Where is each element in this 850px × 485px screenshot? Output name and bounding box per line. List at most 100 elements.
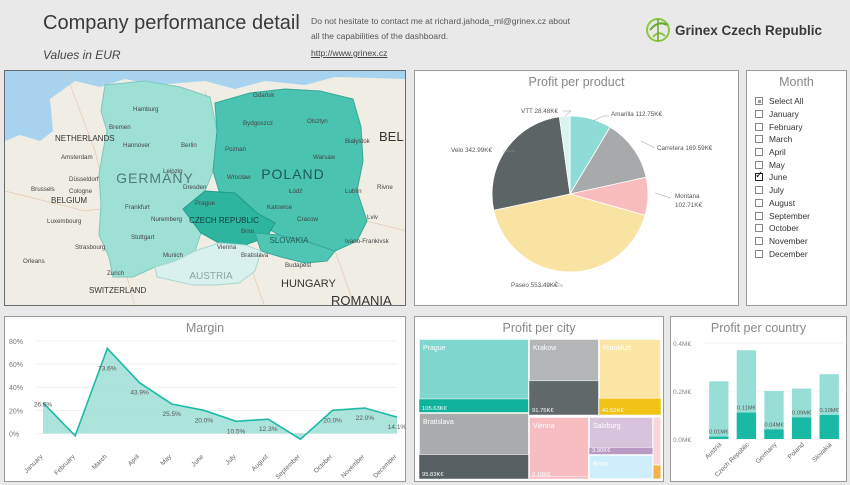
month-option[interactable]: July: [755, 184, 810, 197]
city-tile-value: 42.52K€: [602, 408, 624, 414]
website-link[interactable]: http://www.grinex.cz: [311, 48, 388, 58]
map-city: Łódź: [289, 188, 302, 195]
pie-slice[interactable]: [491, 116, 571, 211]
pie-label-montana-value: 102.71K€: [675, 202, 702, 209]
country-y-tick: 0.0M€: [673, 437, 691, 444]
country-bar-total[interactable]: [764, 391, 784, 439]
map-city: Stuttgart: [131, 234, 155, 241]
month-option[interactable]: March: [755, 133, 810, 146]
city-tile[interactable]: Bratislava 95.83K€: [418, 412, 530, 480]
country-bar-selected[interactable]: [764, 429, 784, 439]
map-city: Olsztyn: [307, 118, 328, 125]
slovakia-region[interactable]: [254, 232, 336, 264]
month-option[interactable]: April: [755, 146, 810, 159]
map-label-bel: BEL: [379, 129, 404, 144]
margin-x-tick: March: [91, 453, 109, 471]
month-option[interactable]: September: [755, 209, 810, 222]
country-bar-selected[interactable]: [791, 417, 812, 439]
city-tile-label: Krakow: [533, 345, 557, 352]
profit-per-city-chart[interactable]: Prague 105.63K€ Bratislava 95.83K€ Krakow 91.…: [415, 317, 664, 482]
month-checkbox[interactable]: [755, 110, 763, 119]
month-option[interactable]: November: [755, 235, 810, 248]
country-data-label: 0.09M€: [792, 410, 812, 416]
map-city: Frankfurt: [125, 204, 150, 211]
profit-per-country-panel[interactable]: Profit per country 0.4M€ 0.2M€ 0.0M€ 0.01M€…: [670, 316, 847, 482]
map-city: Zurich: [107, 270, 125, 277]
margin-x-tick: July: [224, 453, 238, 467]
city-tile-other[interactable]: [652, 464, 662, 480]
margin-x-tick: February: [53, 453, 77, 477]
city-tile-value: 95.83K€: [422, 472, 444, 478]
month-checkbox[interactable]: [755, 135, 763, 144]
map-city: Strasbourg: [75, 244, 106, 251]
europe-map[interactable]: GERMANY POLAND CZECH REPUBLIC SLOVAKIA A…: [5, 71, 406, 306]
country-x-tick: Germany: [755, 441, 779, 465]
city-tile[interactable]: Prague 105.63K€: [418, 338, 530, 414]
month-option[interactable]: October: [755, 222, 810, 235]
city-tile[interactable]: Frankfurt 42.52K€: [598, 338, 662, 416]
city-tile-label: Frankfurt: [603, 345, 631, 352]
city-tile[interactable]: Brno: [588, 454, 654, 480]
pie-slice[interactable]: [493, 193, 646, 273]
month-checkbox[interactable]: [755, 170, 763, 182]
country-data-label: 0.01M€: [709, 430, 729, 436]
austria-region[interactable]: [154, 242, 262, 286]
country-bar-total[interactable]: [709, 381, 729, 439]
page-subtitle: Values in EUR: [43, 48, 121, 62]
city-tile-fill: [418, 454, 530, 480]
city-tile-label: Brno: [593, 461, 608, 468]
margin-x-tick: January: [23, 453, 45, 475]
month-checkbox[interactable]: [755, 97, 763, 106]
margin-x-tick: November: [340, 453, 367, 480]
margin-chart[interactable]: 80%60%40%20%0%26.6%January February73.6%M…: [5, 317, 406, 482]
month-checkbox[interactable]: [755, 211, 763, 220]
country-bar-selected[interactable]: [819, 415, 839, 439]
map-city: Bremen: [109, 124, 131, 131]
map-city: Bydgoszcz: [243, 120, 273, 127]
month-option[interactable]: December: [755, 247, 810, 260]
month-checkbox[interactable]: [755, 186, 763, 195]
map-city: Düsseldorf: [69, 176, 99, 183]
month-option[interactable]: Select All: [755, 95, 810, 108]
map-label-poland: POLAND: [261, 166, 325, 182]
profit-per-product-chart[interactable]: Amarilla 112.75K€ Carretera 169.59K€ Mon…: [415, 71, 739, 306]
month-checkbox[interactable]: [755, 236, 763, 245]
margin-data-label: 20.0%: [195, 417, 214, 424]
month-checkbox[interactable]: [755, 122, 763, 131]
map-city: Poznań: [225, 146, 247, 153]
country-y-tick: 0.4M€: [673, 341, 691, 348]
city-tile[interactable]: Salzburg 3.90K€: [588, 416, 654, 456]
month-checkbox[interactable]: [755, 148, 763, 157]
city-tile[interactable]: Vienna 2.10K€: [528, 416, 590, 480]
country-x-tick: Slovakia: [811, 441, 834, 464]
pie-slice[interactable]: [558, 115, 571, 195]
month-option[interactable]: May: [755, 158, 810, 171]
month-option[interactable]: August: [755, 197, 810, 210]
profit-per-product-panel[interactable]: Profit per product Amarilla 112.75K€ Car…: [414, 70, 739, 306]
map-city: Munich: [163, 252, 184, 259]
pie-slice[interactable]: [569, 126, 647, 195]
map-label-austria: AUSTRIA: [189, 271, 233, 282]
country-bar-selected[interactable]: [709, 436, 729, 439]
city-tile-label: Prague: [423, 345, 446, 352]
margin-panel[interactable]: Margin 80% 60% 40% 20% 0% 26.6% January Februar…: [4, 316, 406, 482]
margin-x-tick: December: [372, 453, 399, 480]
city-tile-value: 2.10K€: [532, 472, 551, 478]
month-checkbox[interactable]: [755, 160, 763, 169]
czech-republic-region[interactable]: [182, 190, 276, 246]
profit-per-country-chart[interactable]: 0.4M€0.2M€0.0M€0.01M€Austria0.11M€Czech …: [671, 317, 847, 482]
month-option[interactable]: June: [755, 170, 810, 184]
city-tile[interactable]: Krakow 91.75K€: [528, 338, 600, 416]
map-panel[interactable]: GERMANY POLAND CZECH REPUBLIC SLOVAKIA A…: [4, 70, 406, 306]
month-option-label: May: [769, 159, 785, 170]
pie-label-vtt: VTT 28.48K€: [521, 108, 558, 115]
month-checkbox[interactable]: [755, 198, 763, 207]
profit-per-city-panel[interactable]: Profit per city Prague 105.63K€ Bratislava…: [414, 316, 664, 482]
margin-data-label: 12.3%: [259, 426, 278, 433]
month-checkbox[interactable]: [755, 249, 763, 258]
month-option[interactable]: January: [755, 108, 810, 121]
month-option-label: March: [769, 134, 793, 145]
country-bar-selected[interactable]: [736, 412, 757, 439]
month-option[interactable]: February: [755, 120, 810, 133]
month-checkbox[interactable]: [755, 224, 763, 233]
